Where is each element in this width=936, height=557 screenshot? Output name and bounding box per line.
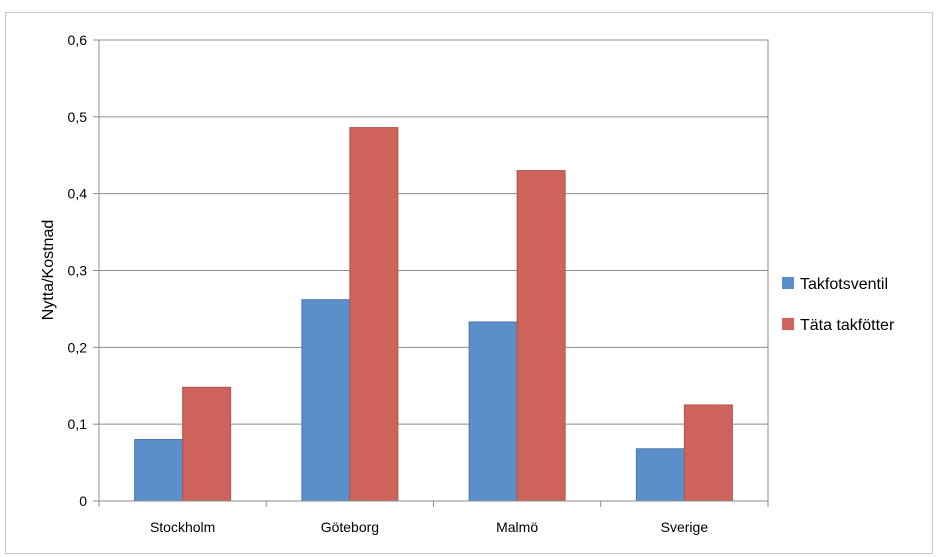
y-tick-label: 0,5 [68,109,88,125]
y-tick-label: 0,1 [68,416,88,432]
legend-label: Takfotsventil [800,276,888,293]
bar-series2 [182,386,232,502]
y-tick-label: 0,2 [68,339,88,355]
y-axis-ticks: 0 0,1 0,2 0,3 0,4 0,5 0,6 [68,32,88,509]
legend-swatch [782,277,794,289]
x-tick-label: Sverige [661,519,709,535]
bar-series2 [349,127,399,502]
x-tick-label: Malmö [496,519,538,535]
bars [134,127,733,502]
bar-series1 [468,321,518,502]
bar-series1 [635,448,685,502]
bar-series2 [516,170,566,502]
plot-area-border [98,39,769,502]
legend-label: Täta takfötter [800,317,895,334]
x-tick-label: Göteborg [321,519,379,535]
legend: Takfotsventil Täta takfötter [782,276,895,334]
y-tick-label: 0,3 [68,263,88,279]
bar-series2 [683,404,733,502]
y-axis-title: Nytta/Kostnad [40,220,57,321]
y-tick-label: 0 [79,493,87,509]
bar-series1 [301,299,351,502]
bar-series1 [134,439,184,502]
x-tick-label: Stockholm [150,519,215,535]
y-tick-label: 0,4 [68,186,88,202]
y-tick-label: 0,6 [68,32,88,48]
x-axis-ticks: Stockholm Göteborg Malmö Sverige [98,501,769,535]
legend-swatch [782,318,794,330]
